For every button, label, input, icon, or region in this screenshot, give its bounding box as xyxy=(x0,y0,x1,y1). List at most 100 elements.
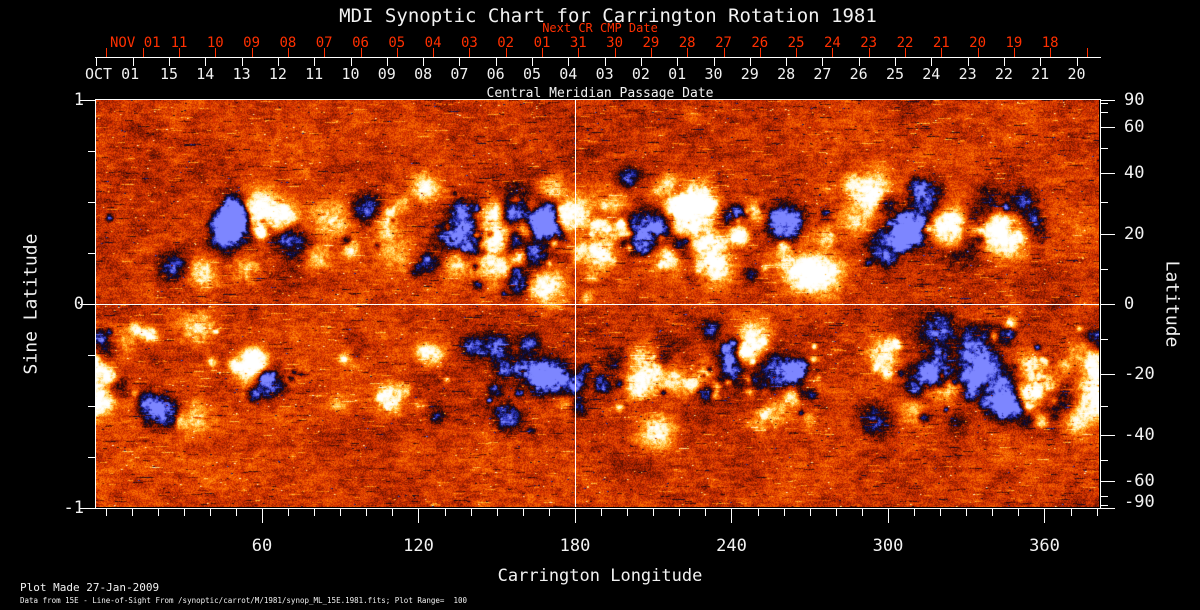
next-cr-axis-tick xyxy=(796,48,798,57)
next-cr-axis-tick xyxy=(941,48,943,57)
cmp-axis-tick-label: 08 xyxy=(414,65,433,83)
next-cr-axis-tick-label: 09 xyxy=(243,35,261,51)
cmp-axis-tick-label: 24 xyxy=(922,65,941,83)
left-axis-tick-label: 0 xyxy=(73,294,84,314)
bottom-axis-minor-tick xyxy=(444,509,446,516)
right-axis-tick-label: -40 xyxy=(1124,425,1155,446)
next-cr-axis-tick xyxy=(977,48,979,57)
next-cr-axis-tick-label: 27 xyxy=(715,35,732,51)
bottom-axis-line xyxy=(95,508,1101,509)
right-axis-major-tick xyxy=(1100,480,1115,482)
cmp-axis-title: Central Meridian Passage Date xyxy=(486,86,714,101)
left-axis-tick-label: -1 xyxy=(63,498,84,518)
next-cr-axis-tick xyxy=(251,48,253,57)
bottom-axis-minor-tick xyxy=(340,509,342,516)
bottom-axis-minor-tick xyxy=(1018,509,1020,516)
cmp-axis-tick xyxy=(749,58,751,66)
next-cr-axis-tick-label: 24 xyxy=(823,35,841,51)
cmp-axis-tick xyxy=(677,58,679,66)
right-axis-minor-tick xyxy=(1100,406,1108,407)
bottom-axis-minor-tick xyxy=(470,509,472,516)
right-axis-minor-tick xyxy=(1100,103,1108,105)
cmp-axis-tick-label: 07 xyxy=(450,65,469,83)
left-axis-minor-tick xyxy=(88,457,96,458)
reference-line-longitude-180 xyxy=(575,100,576,507)
bottom-axis-minor-tick xyxy=(157,509,159,516)
cmp-axis-tick xyxy=(241,58,243,66)
cmp-axis-tick-label: 26 xyxy=(849,65,868,83)
next-cr-axis-tick xyxy=(469,48,471,57)
left-axis-minor-tick xyxy=(88,406,96,407)
bottom-axis-minor-tick xyxy=(366,509,368,516)
cmp-axis-tick-label: 05 xyxy=(522,65,542,83)
next-cr-axis-tick-label: 31 xyxy=(569,35,587,51)
cmp-axis-tick xyxy=(96,58,98,66)
bottom-axis-minor-tick xyxy=(288,509,290,516)
cmp-axis-tick xyxy=(277,58,279,66)
next-cr-axis-tick-label: 21 xyxy=(932,35,950,51)
right-axis-major-tick xyxy=(1100,172,1115,174)
next-cr-axis-tick-label: 08 xyxy=(279,35,297,51)
bottom-axis-minor-tick xyxy=(235,509,237,516)
cmp-axis-tick xyxy=(713,58,715,66)
right-axis-title: Latitude xyxy=(1161,260,1183,348)
reference-line-equator xyxy=(96,304,1099,305)
left-axis-minor-tick xyxy=(88,151,96,152)
bottom-axis-minor-tick xyxy=(914,509,916,516)
magnetogram-heatmap xyxy=(96,100,1099,507)
next-cr-axis-tick xyxy=(179,48,180,57)
left-axis-major-tick xyxy=(80,508,96,509)
next-cr-axis-tick-label: 20 xyxy=(969,35,987,51)
cmp-axis-tick-label: 22 xyxy=(994,65,1013,83)
cmp-axis-tick xyxy=(604,58,606,66)
cmp-axis-tick xyxy=(931,58,933,66)
cmp-axis-tick xyxy=(1003,58,1005,66)
cmp-axis-tick xyxy=(568,58,570,66)
plot-title: MDI Synoptic Chart for Carrington Rotati… xyxy=(339,5,877,27)
bottom-axis-minor-tick xyxy=(496,509,498,516)
right-axis-tick-label: -20 xyxy=(1124,363,1155,384)
cmp-axis-tick-label: 04 xyxy=(559,65,578,83)
bottom-axis-major-tick xyxy=(418,509,420,523)
next-cr-axis-tick-label: 19 xyxy=(1005,35,1023,51)
cmp-axis-tick xyxy=(132,58,134,66)
bottom-axis-minor-tick xyxy=(392,509,394,516)
right-axis-tick-label: 60 xyxy=(1124,117,1145,138)
right-axis-minor-tick xyxy=(1100,202,1108,203)
cmp-month-label: OCT 01 xyxy=(85,65,140,83)
left-axis-major-tick xyxy=(80,100,96,101)
bottom-axis-major-tick xyxy=(731,509,733,523)
cmp-axis-tick-label: 23 xyxy=(958,65,977,83)
bottom-axis-minor-tick xyxy=(940,509,942,516)
next-cr-month-label: NOV 01 xyxy=(110,35,161,51)
right-axis-major-tick xyxy=(1100,508,1115,509)
next-cr-axis-tick-label: 18 xyxy=(1041,35,1059,51)
cmp-axis-tick xyxy=(350,58,352,66)
cmp-axis-tick-label: 15 xyxy=(159,65,179,83)
cmp-axis-tick-label: 03 xyxy=(595,65,614,83)
cmp-axis-tick xyxy=(205,58,207,66)
bottom-axis-major-tick xyxy=(1044,509,1046,523)
bottom-axis-tick-label: 240 xyxy=(716,536,747,556)
cmp-axis-tick xyxy=(786,58,788,66)
bottom-axis-minor-tick xyxy=(835,509,837,516)
next-cr-axis-tick-label: 22 xyxy=(896,35,914,51)
cmp-axis-tick xyxy=(314,58,316,66)
bottom-axis-minor-tick xyxy=(601,509,603,516)
next-cr-axis-tick xyxy=(578,48,580,57)
bottom-axis-major-tick xyxy=(887,509,889,523)
cmp-axis-tick xyxy=(495,58,497,66)
bottom-axis-minor-tick xyxy=(992,509,994,516)
cmp-axis-tick-label: 02 xyxy=(631,65,650,83)
right-axis-tick-label: -60 xyxy=(1124,470,1155,491)
left-axis-major-tick xyxy=(80,304,96,305)
right-axis-major-tick xyxy=(1100,100,1115,101)
right-axis-minor-tick xyxy=(1100,504,1108,506)
right-axis-major-tick xyxy=(1100,127,1115,129)
bottom-axis-tick-label: 360 xyxy=(1029,536,1060,556)
left-axis-tick-label: 1 xyxy=(73,90,84,110)
right-axis-major-tick xyxy=(1100,435,1115,437)
cmp-axis-tick-label: 14 xyxy=(196,65,215,83)
next-cr-axis-tick xyxy=(396,48,398,57)
cmp-axis-tick-label: 06 xyxy=(486,65,505,83)
